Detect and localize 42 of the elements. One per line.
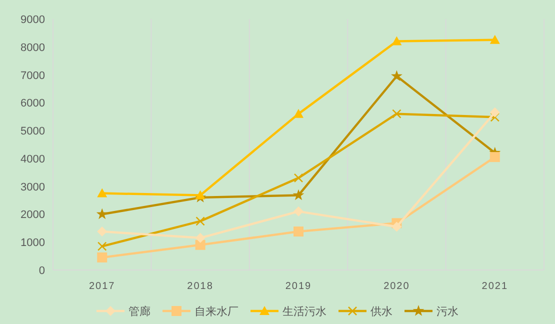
y-tick-label: 7000 — [20, 70, 45, 82]
x-tick-label: 2018 — [187, 281, 214, 292]
point — [392, 36, 402, 46]
point — [294, 108, 304, 118]
y-tick-label: 5000 — [20, 126, 45, 138]
point — [195, 190, 206, 200]
point — [97, 226, 108, 237]
legend-label: 污水 — [436, 305, 458, 318]
legend-label: 自来水厂 — [194, 305, 238, 318]
point — [196, 216, 205, 226]
x-tick-label: 2019 — [285, 281, 312, 292]
y-tick-label: 0 — [38, 265, 45, 277]
x-tick-label: 2021 — [482, 281, 508, 292]
y-tick-label: 3000 — [20, 181, 45, 194]
point — [97, 188, 108, 198]
point — [195, 232, 206, 243]
legend-label: 生活污水 — [282, 305, 326, 318]
point — [490, 34, 500, 44]
y-tick-label: 6000 — [20, 98, 45, 110]
point — [97, 242, 107, 251]
point — [490, 112, 500, 122]
y-tick-label: 9000 — [20, 14, 45, 26]
point — [392, 222, 402, 232]
point — [97, 252, 108, 262]
y-tick-label: 4000 — [20, 153, 45, 166]
point — [195, 240, 206, 250]
point — [96, 208, 108, 220]
point — [490, 107, 500, 118]
y-tick-label: 1000 — [20, 237, 45, 250]
point — [392, 109, 402, 118]
y-tick-label: 2000 — [20, 209, 45, 222]
x-tick-label: 2020 — [384, 281, 410, 292]
point — [294, 226, 304, 237]
point — [294, 206, 304, 216]
point — [294, 173, 304, 183]
y-tick-label: 8000 — [20, 42, 45, 54]
point — [292, 189, 304, 200]
legend-label: 管廊 — [128, 305, 150, 318]
legend-label: 供水 — [370, 305, 392, 318]
point — [390, 70, 402, 82]
point — [490, 152, 500, 162]
x-tick-label: 2017 — [88, 281, 116, 292]
